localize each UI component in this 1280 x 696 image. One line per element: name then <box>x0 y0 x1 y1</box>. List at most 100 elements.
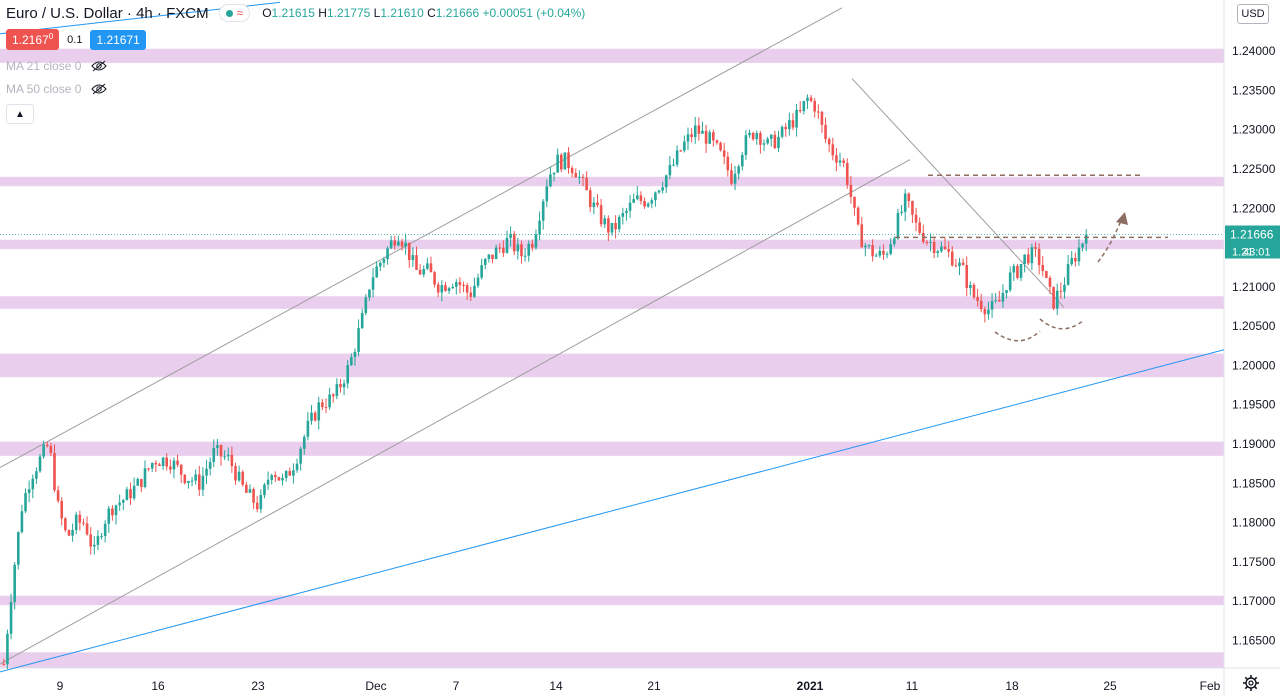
candle-body <box>1008 272 1012 291</box>
candle-body <box>932 241 936 253</box>
candle-body <box>107 508 111 524</box>
candle-body <box>187 481 190 483</box>
price-tick-label: 1.17000 <box>1232 594 1276 608</box>
interval[interactable]: 4h <box>136 4 153 22</box>
candle-body <box>389 240 393 249</box>
candle-body <box>1077 247 1081 262</box>
candle-body <box>176 460 179 465</box>
chevron-up-icon[interactable]: ▲ <box>6 104 34 124</box>
candle-body <box>907 193 911 202</box>
candle-body <box>574 173 578 178</box>
candle-body <box>255 502 259 510</box>
candle-body <box>1066 264 1070 285</box>
candle-body <box>683 141 686 151</box>
indicator-ma50[interactable]: MA 50 close 0 <box>6 82 108 96</box>
buy-button[interactable]: 1.21671 <box>90 29 146 50</box>
annotations <box>0 174 1224 342</box>
candle-body <box>954 265 958 267</box>
candle-body <box>281 477 284 481</box>
projection-arrowhead <box>1116 212 1128 225</box>
candle-body <box>664 175 668 188</box>
currency-badge[interactable]: USD <box>1237 4 1269 24</box>
sr-zone <box>0 296 1224 309</box>
candle-body <box>93 544 96 547</box>
candle-body <box>1023 254 1026 265</box>
candle-body <box>712 132 715 141</box>
price-tick-label: 1.22000 <box>1232 201 1276 215</box>
candle-body <box>990 301 994 310</box>
right-shoulder-curve <box>1039 318 1085 330</box>
candle-body <box>737 166 740 174</box>
candle-body <box>480 265 483 278</box>
candle-body <box>299 448 302 464</box>
eye-off-icon[interactable] <box>91 60 108 72</box>
price-tick-label: 1.20000 <box>1232 358 1276 372</box>
candle-body <box>914 214 918 223</box>
candle-body <box>791 120 795 128</box>
candle-body <box>502 247 505 253</box>
candle-body <box>118 502 121 506</box>
candle-body <box>936 251 940 253</box>
candle-body <box>505 237 509 253</box>
candle-body <box>208 461 212 469</box>
candle-body <box>67 530 71 536</box>
candle-body <box>820 111 824 125</box>
candle-body <box>364 297 368 313</box>
candle-body <box>950 251 954 266</box>
price-under-countdown: 1.21 <box>1232 247 1253 259</box>
indicator-ma21[interactable]: MA 21 close 0 <box>6 59 108 73</box>
candle-body <box>418 269 422 275</box>
candle-body <box>969 284 972 288</box>
candle-body <box>429 263 433 273</box>
candle-body <box>646 203 650 207</box>
sell-button[interactable]: 1.21670 <box>6 29 60 50</box>
candle-body <box>773 134 777 149</box>
candle-body <box>845 162 849 185</box>
candle-body <box>650 200 654 204</box>
candle-body <box>462 285 465 287</box>
candle-body <box>161 457 165 467</box>
candle-body <box>397 241 400 246</box>
candle-body <box>42 444 45 457</box>
price-tick-label: 1.23500 <box>1232 83 1276 97</box>
market-status[interactable]: ≈ <box>218 4 251 22</box>
candle-body <box>940 246 943 252</box>
candle-body <box>632 199 635 203</box>
trendlines <box>0 1 1225 673</box>
candle-body <box>1034 247 1037 249</box>
gear-icon[interactable] <box>1242 674 1260 692</box>
candle-body <box>552 172 556 175</box>
candle-body <box>6 633 9 665</box>
candle-body <box>867 245 871 247</box>
time-tick-label: 2021 <box>797 679 824 693</box>
candle-body <box>675 150 679 165</box>
candle-body <box>491 254 494 260</box>
ohlc-values: O1.21615 H1.21775 L1.21610 C1.21666 +0.0… <box>262 6 586 20</box>
candle-body <box>882 250 885 255</box>
candle-body <box>1005 290 1008 293</box>
candle-body <box>802 101 806 112</box>
candle-body <box>1052 286 1055 309</box>
candle-body <box>317 402 321 421</box>
candle-body <box>889 244 893 254</box>
candle-body <box>487 254 491 259</box>
price-tick-label: 1.22500 <box>1232 162 1276 176</box>
candle-body <box>925 241 929 243</box>
candle-body <box>972 284 976 298</box>
candle-body <box>1001 292 1005 302</box>
symbol-name[interactable]: Euro / U.S. Dollar <box>6 4 123 22</box>
candle-body <box>979 300 983 310</box>
candle-body <box>292 470 295 476</box>
candle-body <box>179 464 183 475</box>
candle-body <box>310 412 313 421</box>
candle-body <box>1063 284 1066 292</box>
price-tick-label: 1.24000 <box>1232 44 1276 58</box>
candle-body <box>205 468 208 476</box>
candle-body <box>527 243 531 256</box>
candle-body <box>588 190 592 208</box>
candle-body <box>38 456 42 472</box>
candle-body <box>567 152 570 168</box>
eye-off-icon[interactable] <box>91 83 108 95</box>
